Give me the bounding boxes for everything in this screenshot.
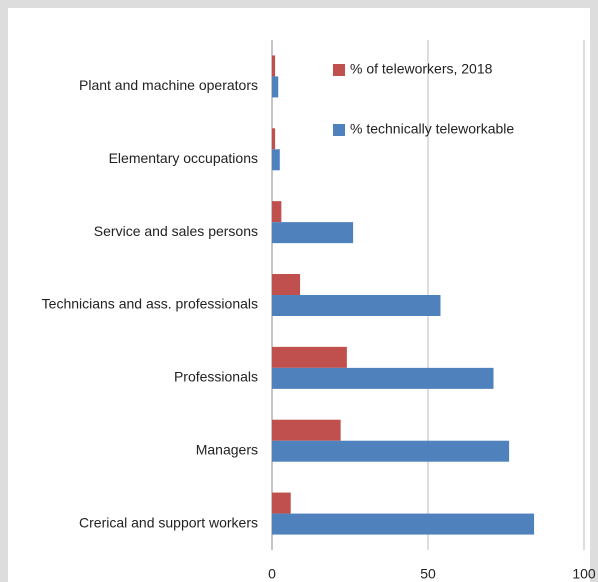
x-tick-label: 50 [420, 566, 436, 582]
bar [272, 222, 354, 244]
y-tick-label: Crerical and support workers [79, 514, 258, 530]
y-tick-label: Technicians and ass. professionals [42, 296, 258, 312]
bar [272, 149, 280, 171]
bar [272, 367, 494, 389]
bar [272, 274, 301, 295]
x-tick-label: 100 [572, 566, 596, 582]
legend-label: % technically teleworkable [350, 121, 514, 137]
bar [272, 513, 535, 535]
x-tick-label: 0 [268, 566, 276, 582]
legend-swatch [333, 124, 345, 136]
y-tick-label: Elementary occupations [109, 150, 258, 166]
legend-label: % of teleworkers, 2018 [350, 61, 493, 77]
bar [272, 128, 276, 150]
y-tick-label: Plant and machine operators [79, 77, 258, 93]
bar [272, 440, 510, 462]
legend-swatch [333, 64, 345, 76]
bar [272, 346, 347, 368]
y-tick-label: Service and sales persons [94, 223, 258, 239]
bar [272, 492, 291, 514]
bar [272, 201, 282, 223]
y-tick-label: Managers [196, 441, 258, 457]
bar [272, 295, 441, 316]
y-tick-label: Professionals [174, 369, 258, 385]
bar [272, 419, 341, 441]
bar [272, 76, 279, 98]
bar [272, 55, 276, 77]
